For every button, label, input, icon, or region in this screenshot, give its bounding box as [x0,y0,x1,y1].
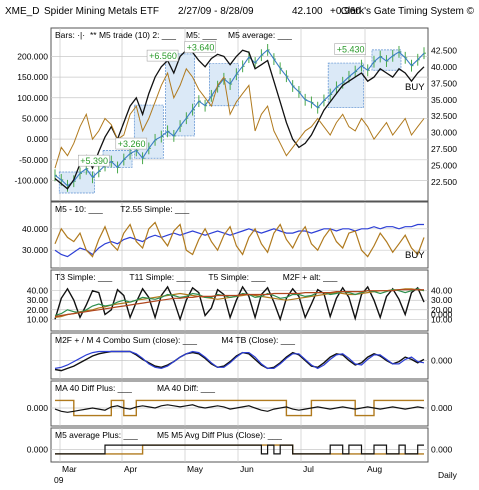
trade-label: +3.640 [187,43,215,53]
legend-entry: MA 40 Diff: ___ [157,383,215,393]
m5-trade-line [54,67,425,169]
left-tick-label: 40.00 [27,286,49,296]
legend-entry: T11 Simple: ___ [129,272,191,282]
symbol-label: XME_D [5,6,39,17]
periodicity-label: Daily [438,470,458,480]
left-tick-label: 150.000 [17,72,48,82]
trade-label: +3.260 [118,139,146,149]
series-line [54,288,425,318]
right-tick-label: 42.500 [431,46,457,56]
legend-m5-trade: ** M5 trade (10) 2: ___ [90,30,176,40]
right-tick-label: 32.500 [431,111,457,121]
left-tick-label: 0.000 [27,445,49,455]
x-tick-label: Jun [240,464,254,474]
right-tick-label: 20.00 [431,305,453,315]
left-tick-label: 40.000 [22,224,48,234]
left-tick-label: 10.00 [27,314,49,324]
left-tick-label: 30.00 [27,295,49,305]
series-line [54,221,425,258]
x-tick-label: Jul [303,464,314,474]
right-tick-label: 37.500 [431,78,457,88]
t-simple-plot: 40.0030.0020.0010.0040.0030.0020.0010.00… [27,272,453,324]
trade-zone [327,62,364,109]
legend-entry: M4 TB (Close): ___ [221,335,295,345]
legend-entry: M2F + alt: ___ [283,272,338,282]
series-line [54,289,424,318]
panel-ma40-diff [50,380,429,427]
last-price: 42.100 [292,6,323,17]
right-tick-label: 0.000 [431,309,453,319]
x-tick-label: Mar [62,464,77,474]
right-tick-label: 25.000 [431,160,457,170]
right-tick-label: 0.000 [431,403,453,413]
left-tick-label: 50.000 [22,113,48,123]
left-tick-label: 0.000 [27,134,49,144]
trade-label: +5.430 [337,45,365,55]
trade-label-box [334,43,366,55]
m2f-combo-plot: 0.000 M2F + / M 4 Combo Sum (close): ___ M… [51,335,453,372]
series-line [54,223,424,258]
x-tick-label: Aug [367,464,382,474]
left-tick-label: -100.000 [14,176,48,186]
trade-label-box [78,154,110,167]
legend-entry: M5 - 10: ___ [55,204,103,214]
legend-entry: T5 Simple: ___ [208,272,265,282]
x-tick-label: May [187,464,204,474]
legend-entry: M5 average Plus: ___ [55,430,138,440]
instrument-name: Spider Mining Metals ETF [44,6,159,17]
legend-m5-average: M5 average: ___ [228,30,292,40]
right-tick-label: 22.500 [431,177,457,187]
price-plot: 200.000 150.000 100.000 50.000 0.000 -50.000 -… [14,30,457,194]
legend-entry: T2.55 Simple: ___ [120,204,189,214]
right-tick-label: 35.000 [431,95,457,105]
right-tick-label: 27.500 [431,144,457,154]
chart-header: XME_D Spider Mining Metals ETF 2/27/09 -… [5,6,475,17]
signal-label: BUY [405,82,425,93]
left-tick-label: 20.00 [27,305,49,315]
legend-entry: T3 Simple: ___ [55,272,112,282]
series-line [55,444,424,455]
right-tick-label: 40.000 [431,62,457,72]
panel-price [50,27,429,202]
price-change: +0.960 [330,6,361,17]
left-tick-label: 30.000 [22,245,48,255]
right-tick-label: 30.00 [431,295,453,305]
left-tick-label: 100.000 [17,93,48,103]
left-tick-label: 0.000 [27,403,49,413]
legend-entry: MA 40 Diff Plus: ___ [55,383,132,393]
series-line [55,399,424,417]
left-tick-label: 200.000 [17,51,48,61]
m5-average-plus-plot: 0.000 0.000 M5 average Plus: ___ M5 M5 Avg … [27,430,453,455]
legend-m5: M5: ___ [186,30,217,40]
legend-entry: M5 M5 Avg Diff Plus (Close): ___ [157,430,282,440]
right-tick-label: 0.000 [431,445,453,455]
trade-label: +6.560 [149,51,177,61]
left-tick-label: -50.000 [19,155,48,165]
series-line [54,404,425,413]
m5-10-plot: 40.000 30.000 0.000 M5 - 10: ___ T2.55 Simpl… [22,204,453,319]
trade-label-box [146,49,179,62]
signal-label: BUY [405,250,425,261]
right-tick-label: 0.000 [431,356,453,366]
x-tick-label: Apr [124,464,137,474]
trade-label-box [184,41,216,53]
panel-m2f-combo [50,332,429,380]
panel-m5-10 [50,201,429,269]
date-range: 2/27/09 - 8/28/09 [178,6,254,17]
x-year-label: 09 [54,475,64,485]
legend-entry: M2F + / M 4 Combo Sum (close): ___ [55,335,197,345]
trade-label-box [115,137,148,150]
ma40-diff-plot: 0.000 0.000 MA 40 Diff Plus: ___ MA 40 Diff… [27,383,453,417]
legend-bars: Bars: ·|· [55,30,85,40]
series-line [54,350,425,370]
right-tick-label: 30.000 [431,128,457,138]
right-tick-label: 10.00 [431,314,453,324]
system-name: Clark's Gate Timing System © [341,6,475,17]
trade-zone [209,63,239,107]
price-trend-line [54,49,425,187]
trade-label: +5.390 [80,156,108,166]
right-tick-label: 40.00 [431,286,453,296]
